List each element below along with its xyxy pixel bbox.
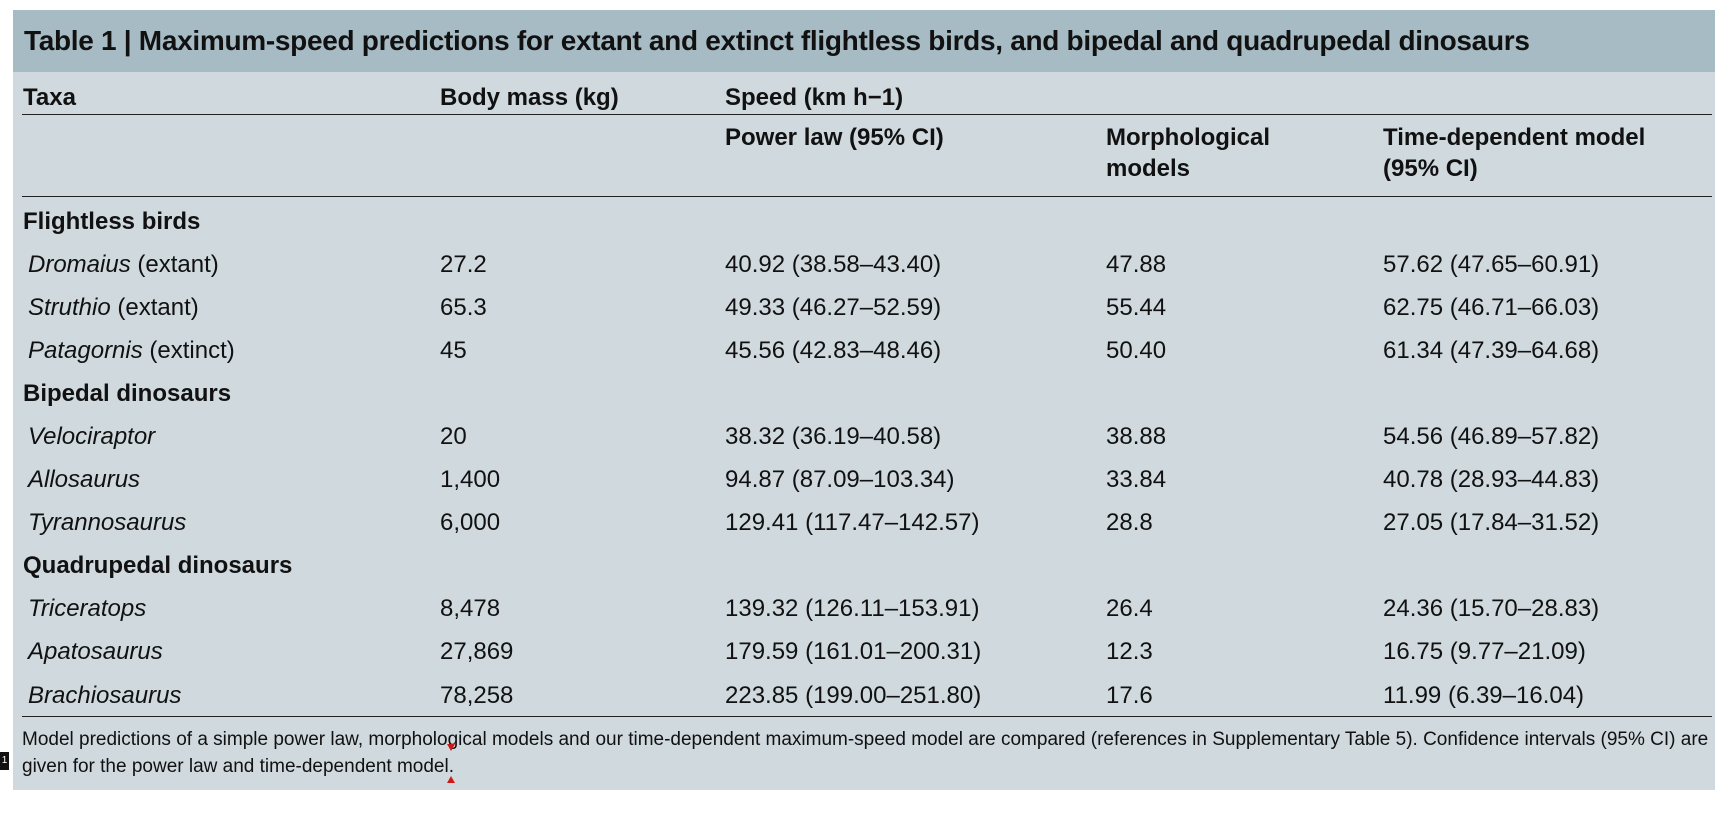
cell-body-mass: 1,400: [440, 466, 501, 493]
cell-body-mass: 27,869: [440, 638, 514, 665]
cell-body-mass: 45: [440, 337, 467, 364]
cell-body-mass: 6,000: [440, 509, 501, 536]
cell-time-dependent: 40.78 (28.93–44.83): [1383, 466, 1600, 493]
cell-body-mass: 27.2: [440, 251, 487, 278]
cell-time-dependent: 54.56 (46.89–57.82): [1383, 423, 1600, 450]
table-panel: Table 1 | Maximum-speed predictions for …: [13, 10, 1715, 790]
cell-morphological: 55.44: [1106, 294, 1167, 321]
table-row-taxon: Brachiosaurus: [28, 680, 181, 712]
cell-time-dependent: 61.34 (47.39–64.68): [1383, 337, 1600, 364]
group-label: Bipedal dinosaurs: [23, 380, 232, 407]
cell-power-law: 139.32 (126.11–153.91): [725, 595, 980, 622]
cell-morphological: 28.8: [1106, 509, 1153, 536]
table-row-taxon: Dromaius (extant): [28, 249, 219, 281]
cell-morphological: 12.3: [1106, 638, 1153, 665]
header-time-dependent-line1: Time-dependent model: [1383, 124, 1646, 151]
caption-line-1: Model predictions of a simple power law,…: [22, 729, 1709, 750]
taxon-note: (extinct): [142, 337, 235, 364]
cell-power-law: 45.56 (42.83–48.46): [725, 337, 942, 364]
header-time-dependent-line2: (95% CI): [1383, 155, 1478, 182]
cell-time-dependent: 11.99 (6.39–16.04): [1383, 682, 1585, 709]
header-rule-bottom: [22, 196, 1712, 197]
table-row-taxon: Allosaurus: [28, 464, 140, 496]
taxon-name: Struthio: [28, 294, 111, 321]
table-bottom-rule: [22, 716, 1712, 717]
group-label: Flightless birds: [23, 208, 201, 235]
header-power-law: Power law (95% CI): [725, 124, 944, 151]
marker-triangle-down-icon: [447, 744, 455, 751]
table-row-taxon: Struthio (extant): [28, 292, 199, 324]
table-row-taxon: Velociraptor: [28, 421, 155, 453]
header-morphological-line1: Morphological: [1106, 124, 1270, 151]
taxon-name: Brachiosaurus: [28, 682, 182, 709]
cell-morphological: 47.88: [1106, 251, 1167, 278]
table-row-taxon: Tyrannosaurus: [28, 507, 186, 539]
table-row-taxon: Apatosaurus: [28, 636, 163, 668]
cell-morphological: 33.84: [1106, 466, 1167, 493]
cell-power-law: 179.59 (161.01–200.31): [725, 638, 982, 665]
table-row-taxon: Patagornis (extinct): [28, 335, 235, 367]
group-label: Quadrupedal dinosaurs: [23, 552, 293, 579]
cell-morphological: 50.40: [1106, 337, 1167, 364]
cell-power-law: 223.85 (199.00–251.80): [725, 682, 982, 709]
header-rule-top: [22, 114, 1712, 115]
cell-power-law: 49.33 (46.27–52.59): [725, 294, 942, 321]
cell-morphological: 38.88: [1106, 423, 1167, 450]
taxon-name: Dromaius: [28, 251, 131, 278]
taxon-note: (extant): [110, 294, 199, 321]
cell-power-law: 40.92 (38.58–43.40): [725, 251, 942, 278]
table-caption: Model predictions of a simple power law,…: [22, 726, 1712, 780]
taxon-name: Apatosaurus: [28, 638, 163, 665]
cell-body-mass: 8,478: [440, 595, 501, 622]
taxon-name: Triceratops: [28, 595, 147, 622]
header-speed: Speed (km h−1): [725, 84, 904, 111]
cell-time-dependent: 62.75 (46.71–66.03): [1383, 294, 1600, 321]
header-body-mass: Body mass (kg): [440, 84, 619, 111]
cell-time-dependent: 24.36 (15.70–28.83): [1383, 595, 1600, 622]
cell-time-dependent: 57.62 (47.65–60.91): [1383, 251, 1600, 278]
table-title: Table 1 | Maximum-speed predictions for …: [13, 10, 1715, 72]
marker-triangle-up-icon: [447, 776, 455, 783]
cell-morphological: 17.6: [1106, 682, 1153, 709]
table-header: Taxa Body mass (kg) Speed (km h−1): [13, 72, 1715, 832]
cell-morphological: 26.4: [1106, 595, 1153, 622]
cell-body-mass: 65.3: [440, 294, 487, 321]
cell-body-mass: 20: [440, 423, 467, 450]
page-marker: 1: [0, 752, 9, 770]
cell-power-law: 38.32 (36.19–40.58): [725, 423, 942, 450]
cell-power-law: 129.41 (117.47–142.57): [725, 509, 980, 536]
header-taxa: Taxa: [23, 84, 76, 111]
cell-time-dependent: 16.75 (9.77–21.09): [1383, 638, 1586, 665]
table-row-taxon: Triceratops: [28, 593, 146, 625]
cell-power-law: 94.87 (87.09–103.34): [725, 466, 955, 493]
taxon-name: Velociraptor: [28, 423, 156, 450]
taxon-name: Patagornis: [28, 337, 143, 364]
taxon-name: Tyrannosaurus: [28, 509, 187, 536]
taxon-name: Allosaurus: [28, 466, 141, 493]
caption-line-2: given for the power law and time-depende…: [22, 756, 454, 777]
header-morphological-line2: models: [1106, 155, 1191, 182]
taxon-note: (extant): [130, 251, 219, 278]
cell-body-mass: 78,258: [440, 682, 514, 709]
cell-time-dependent: 27.05 (17.84–31.52): [1383, 509, 1600, 536]
